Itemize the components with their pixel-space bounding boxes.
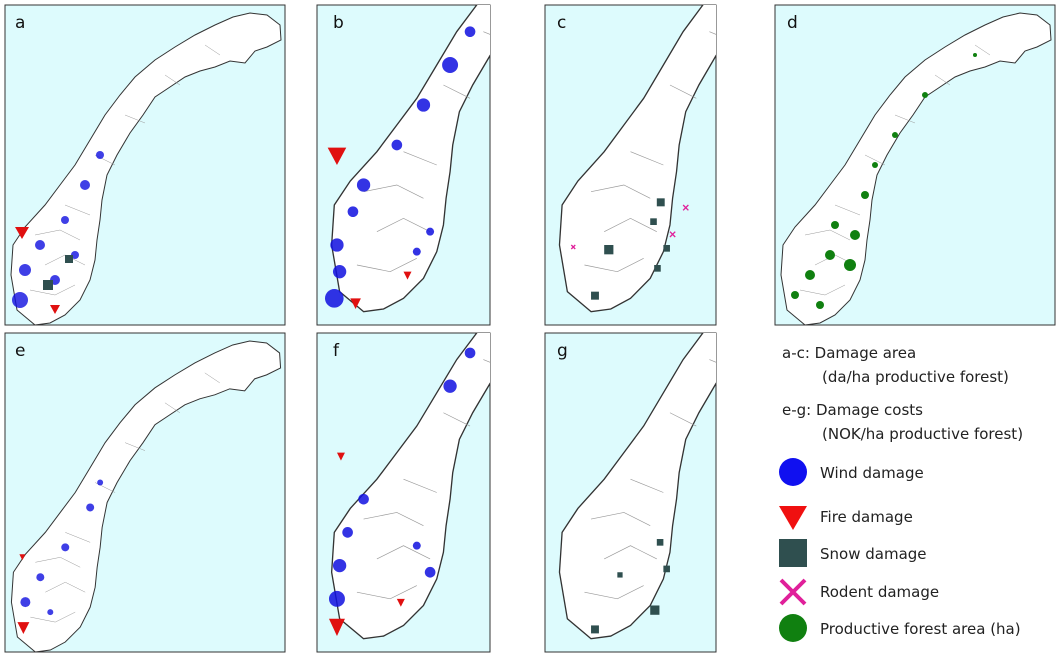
legend-symbol [779, 614, 807, 642]
legend-item: Fire damage [820, 508, 913, 526]
panel-e: e [4, 332, 286, 653]
legend-note: e-g: Damage costs [782, 401, 923, 419]
legend-item: Rodent damage [820, 583, 939, 601]
panel-f: f [316, 332, 491, 653]
panel-label: f [333, 341, 340, 361]
legend-note: (da/ha productive forest) [822, 368, 1009, 386]
legend-note: (NOK/ha productive forest) [822, 425, 1023, 443]
legend: a-c: Damage area (da/ha productive fores… [779, 344, 1023, 642]
panel-label: a [15, 13, 25, 33]
panel-a: a [4, 4, 286, 326]
panel-label: b [333, 13, 344, 33]
panel-b: b [316, 4, 491, 326]
legend-note: a-c: Damage area [782, 344, 916, 362]
legend-item: Wind damage [820, 464, 924, 482]
legend-symbol [779, 539, 807, 567]
panel-label: d [787, 13, 798, 33]
legend-item: Snow damage [820, 545, 927, 563]
panel-g: g [544, 332, 717, 653]
legend-item: Productive forest area (ha) [820, 620, 1021, 638]
panel-label: g [557, 341, 568, 361]
legend-symbol [779, 506, 807, 530]
panel-d: d [774, 4, 1056, 326]
legend-symbol [779, 458, 807, 486]
panel-label: c [557, 13, 566, 33]
legend-symbol [779, 578, 807, 606]
panel-c: c [544, 4, 717, 326]
panel-label: e [15, 341, 25, 361]
